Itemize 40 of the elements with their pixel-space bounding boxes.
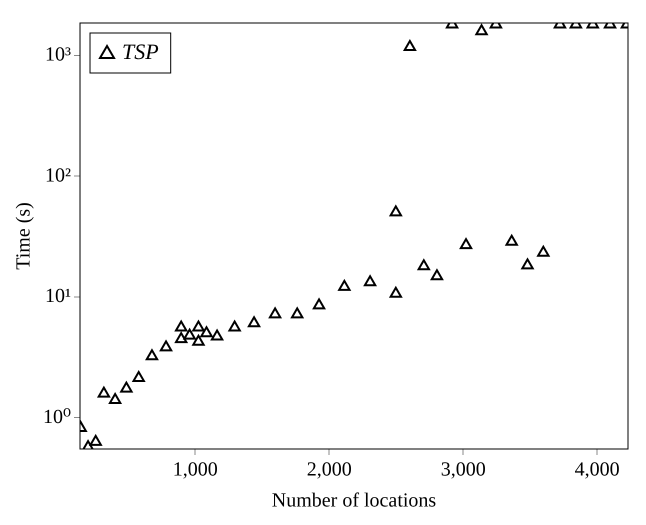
point <box>390 286 402 298</box>
point <box>192 334 205 346</box>
point <box>228 320 241 332</box>
point <box>390 205 402 216</box>
point <box>98 386 110 398</box>
point <box>338 280 351 291</box>
point <box>174 332 188 344</box>
point <box>521 258 534 270</box>
y-tick-label: 10¹ <box>45 285 72 308</box>
point <box>312 298 326 310</box>
y-axis-title: Time (s) <box>12 202 34 270</box>
x-tick-label: 4,000 <box>574 458 620 480</box>
point <box>248 316 260 328</box>
point <box>268 307 282 318</box>
point <box>192 320 205 332</box>
legend-label: TSP <box>122 38 159 64</box>
x-tick-label: 3,000 <box>440 458 486 480</box>
x-tick-label: 1,000 <box>172 458 218 480</box>
point <box>160 340 172 352</box>
point <box>174 320 188 332</box>
y-tick-label: 10² <box>45 164 72 186</box>
point <box>146 349 158 360</box>
point <box>210 329 224 340</box>
point <box>364 275 376 286</box>
point <box>120 382 133 393</box>
y-tick-label: 10³ <box>45 44 72 66</box>
point <box>183 328 196 340</box>
x-axis-title: Number of locations <box>272 489 436 512</box>
point <box>89 434 102 446</box>
point <box>430 269 444 280</box>
point <box>108 392 122 404</box>
point <box>460 238 472 250</box>
y-tick-label: 10⁰ <box>42 406 72 428</box>
point <box>418 259 430 270</box>
point <box>132 370 145 382</box>
point <box>537 246 550 257</box>
point <box>291 307 304 318</box>
point <box>506 234 518 246</box>
x-tick-label: 2,000 <box>306 458 352 480</box>
point <box>200 326 213 338</box>
